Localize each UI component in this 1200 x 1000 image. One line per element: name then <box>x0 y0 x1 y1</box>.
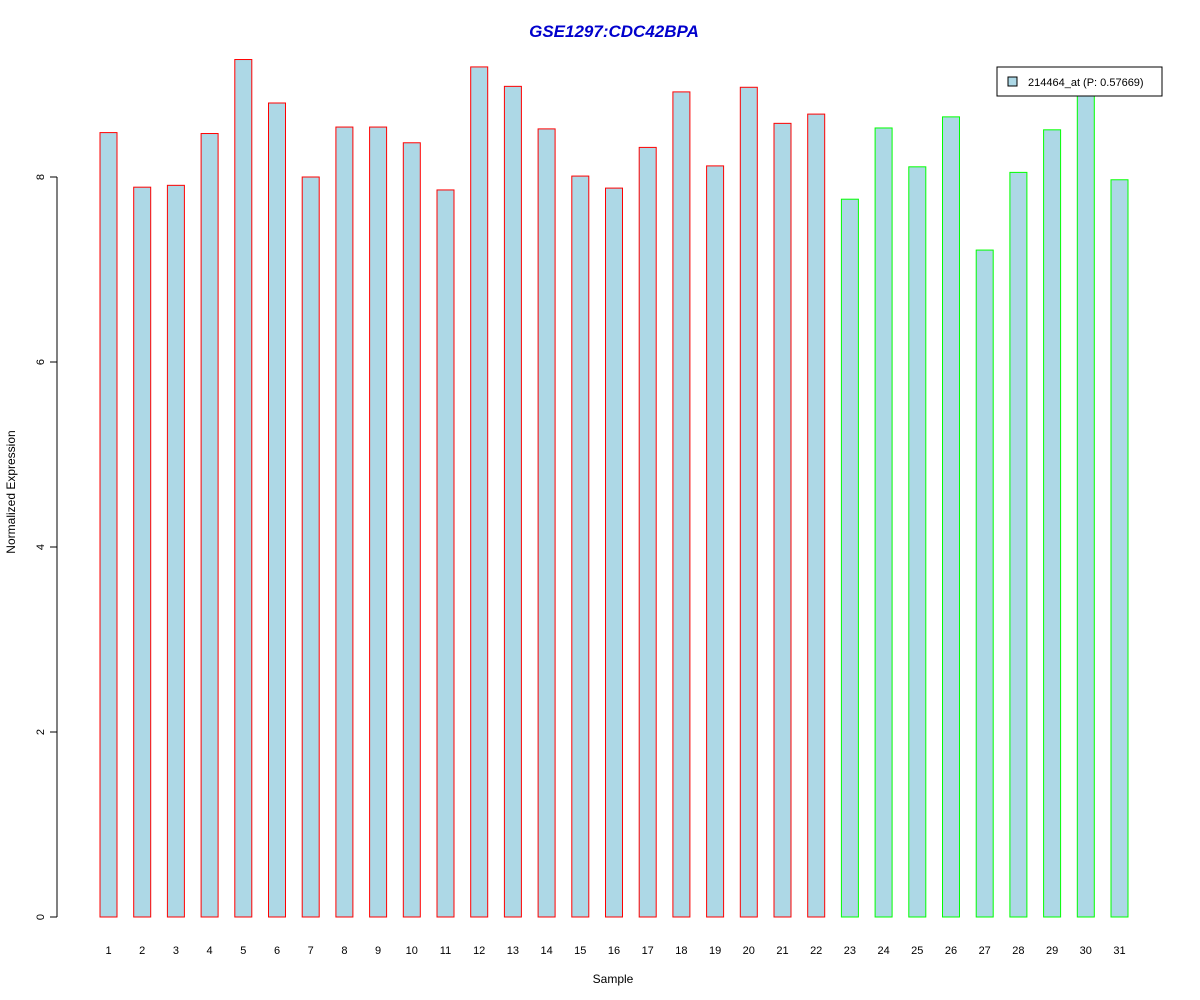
x-tick-label: 1 <box>105 945 111 957</box>
x-tick-label: 13 <box>507 945 519 957</box>
x-tick-label: 31 <box>1113 945 1125 957</box>
x-tick-label: 24 <box>877 945 889 957</box>
y-ticks: 0 2 4 6 8 <box>35 174 57 920</box>
x-tick-labels: 1 2 3 4 5 6 7 8 9 10 11 12 13 14 15 16 17 18 19 20 21 22 23 24 2… <box>105 945 1125 957</box>
bar-sample-20 <box>739 86 758 918</box>
legend-box <box>996 66 1163 97</box>
bar-sample-2 <box>133 186 152 918</box>
x-tick-label: 29 <box>1046 945 1058 957</box>
x-tick-label: 10 <box>406 945 418 957</box>
legend-label: 214464_at (P: 0.57669) <box>1028 77 1144 89</box>
y-tick-label: 8 <box>35 174 47 180</box>
y-tick-label: 4 <box>35 544 47 550</box>
x-tick-label: 5 <box>240 945 246 957</box>
bar-sample-30 <box>1076 92 1095 918</box>
bar-sample-6 <box>268 102 286 918</box>
bar-sample-4 <box>200 133 219 918</box>
x-tick-label: 2 <box>139 945 145 957</box>
y-tick-label: 0 <box>35 914 47 920</box>
bars <box>99 59 1129 918</box>
x-tick-label: 17 <box>642 945 654 957</box>
x-tick-label: 8 <box>341 945 347 957</box>
bar-sample-8 <box>335 126 354 918</box>
x-tick-label: 9 <box>375 945 381 957</box>
x-tick-label: 11 <box>440 945 451 957</box>
bar-sample-28 <box>1009 171 1028 918</box>
legend: 214464_at (P: 0.57669) <box>996 66 1163 97</box>
x-tick-label: 28 <box>1012 945 1024 957</box>
x-tick-label: 20 <box>743 945 755 957</box>
bar-sample-31 <box>1110 179 1129 918</box>
x-tick-label: 26 <box>945 945 957 957</box>
x-tick-label: 16 <box>608 945 620 957</box>
bar-sample-25 <box>908 166 927 918</box>
x-tick-label: 6 <box>274 945 280 957</box>
y-axis-label: Normalized Expression <box>4 430 18 553</box>
y-tick-label: 2 <box>35 729 47 735</box>
x-tick-label: 14 <box>540 945 552 957</box>
x-tick-label: 3 <box>173 945 179 957</box>
bar-sample-5 <box>234 59 253 918</box>
x-tick-label: 22 <box>810 945 822 957</box>
chart-title: GSE1297:CDC42BPA <box>529 22 699 41</box>
bar-sample-14 <box>537 128 556 918</box>
x-tick-label: 30 <box>1080 945 1092 957</box>
x-tick-label: 15 <box>574 945 586 957</box>
x-tick-label: 7 <box>308 945 314 957</box>
bar-sample-23 <box>840 198 859 918</box>
x-tick-label: 4 <box>207 945 213 957</box>
bar-sample-16 <box>605 187 623 918</box>
x-tick-label: 19 <box>709 945 721 957</box>
bar-sample-10 <box>402 142 421 918</box>
bar-sample-11 <box>436 189 455 918</box>
x-tick-label: 25 <box>911 945 923 957</box>
bar-sample-21 <box>773 122 792 918</box>
bar-sample-12 <box>470 66 489 918</box>
bar-sample-18 <box>672 91 691 918</box>
x-axis-label: Sample <box>593 972 634 986</box>
bar-sample-15 <box>571 175 590 918</box>
bar-sample-13 <box>503 85 522 918</box>
legend-swatch <box>1007 76 1018 87</box>
bar-sample-9 <box>369 126 388 918</box>
x-tick-label: 27 <box>979 945 991 957</box>
bar-sample-17 <box>638 146 657 918</box>
bar-sample-7 <box>301 176 320 918</box>
bar-sample-19 <box>706 165 725 918</box>
x-tick-label: 21 <box>776 945 788 957</box>
bar-sample-3 <box>166 184 185 918</box>
x-tick-label: 12 <box>473 945 485 957</box>
y-tick-label: 6 <box>35 359 47 365</box>
bar-sample-27 <box>975 249 994 918</box>
bar-sample-29 <box>1043 129 1062 918</box>
x-tick-label: 18 <box>675 945 687 957</box>
bar-sample-26 <box>942 116 960 918</box>
bar-sample-24 <box>874 127 893 918</box>
bar-sample-1 <box>99 132 118 918</box>
bar-sample-22 <box>807 113 826 918</box>
x-tick-label: 23 <box>844 945 856 957</box>
